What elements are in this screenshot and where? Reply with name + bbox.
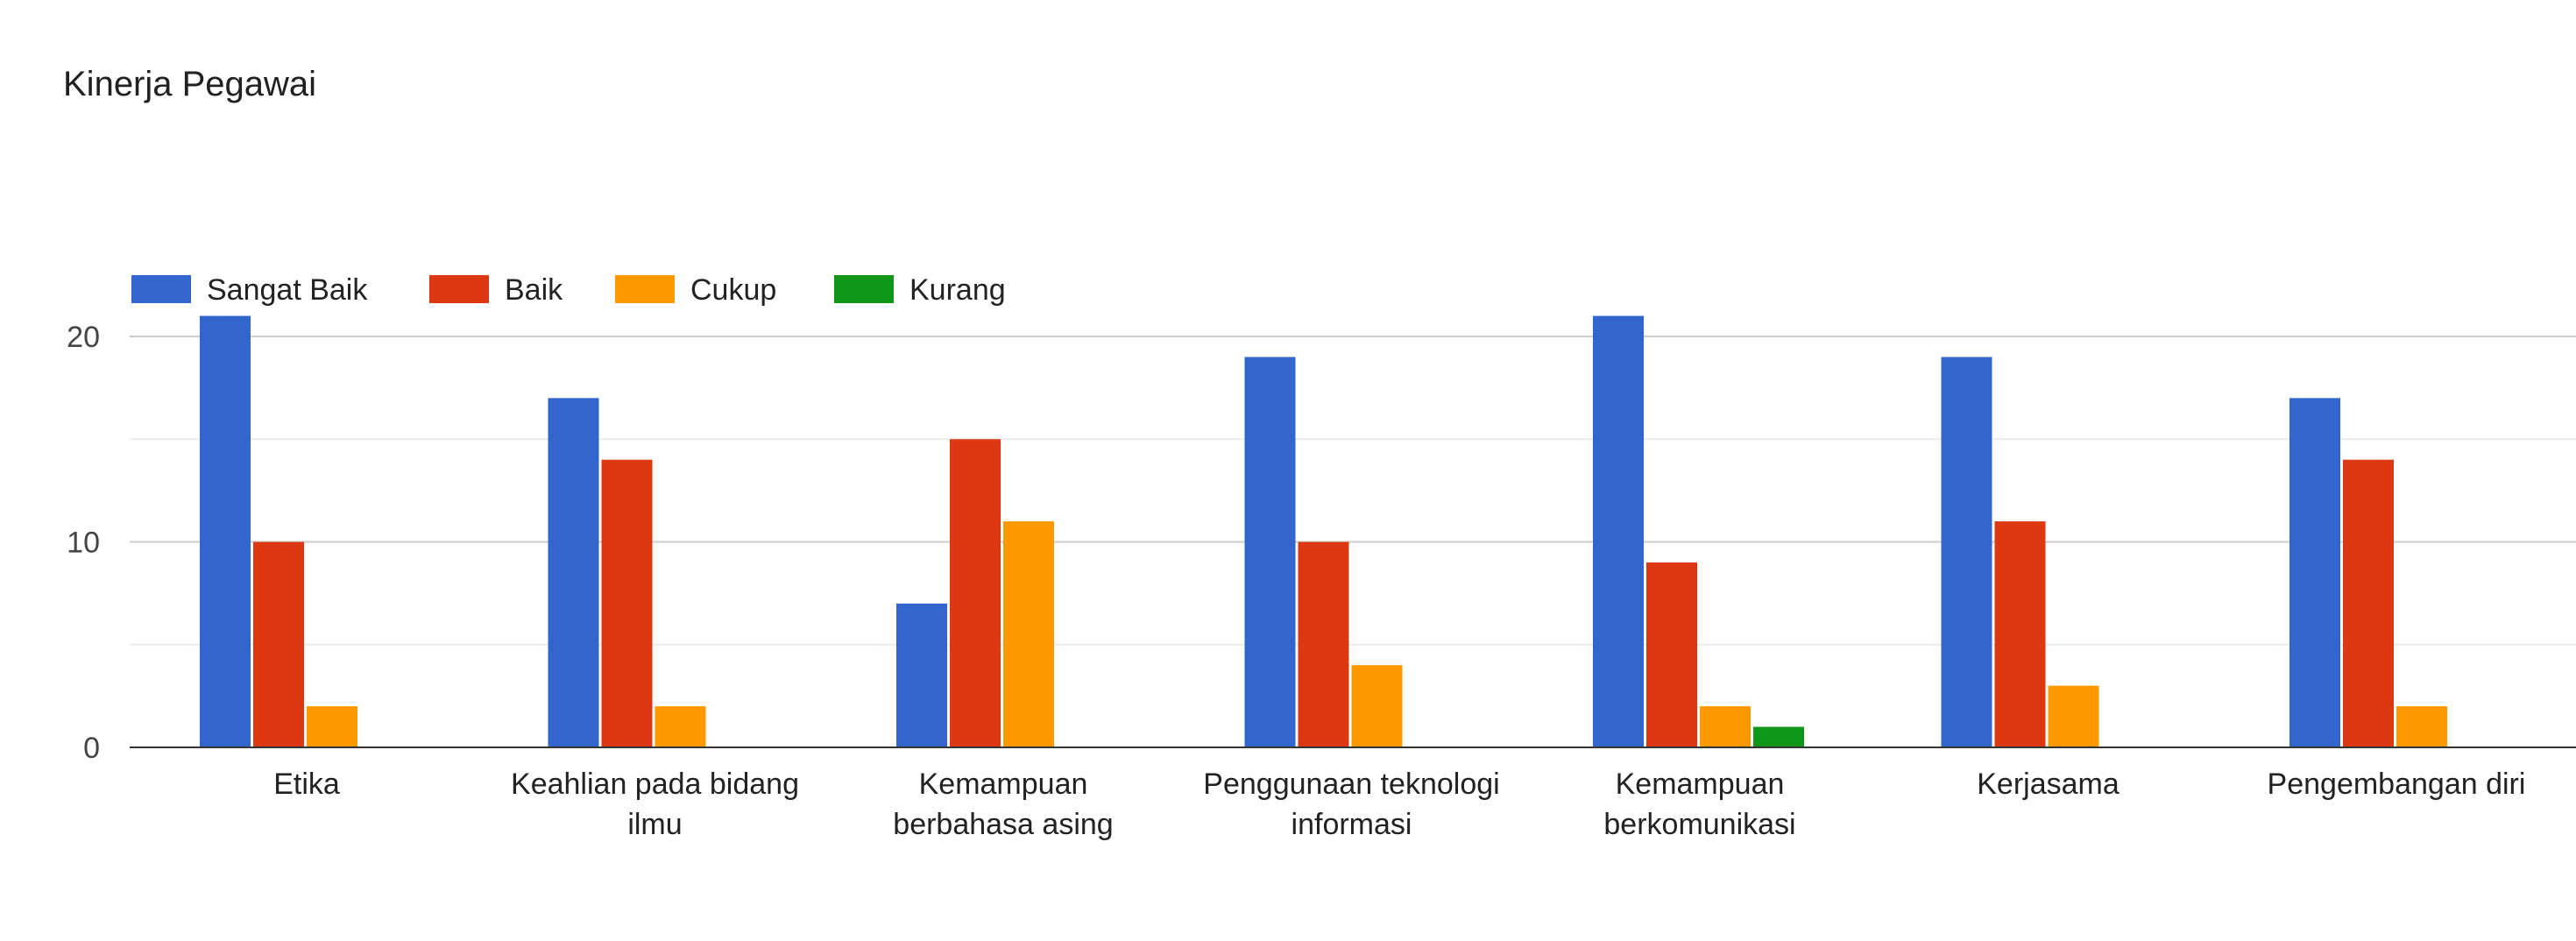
bar-baik bbox=[1298, 541, 1349, 747]
legend-swatch bbox=[834, 275, 894, 303]
gridlines bbox=[130, 336, 2576, 646]
bar-cukup bbox=[1003, 521, 1054, 747]
legend-swatch bbox=[429, 275, 489, 303]
bar-cukup bbox=[1351, 665, 1403, 747]
axes: 0 10 20 Etika Keahlian pada bidang ilmu Kemamp… bbox=[67, 321, 2576, 841]
bar-cukup bbox=[2396, 706, 2447, 747]
bar-baik bbox=[253, 541, 304, 747]
bar-cukup bbox=[1700, 706, 1751, 747]
bar-sangat-baik bbox=[2289, 398, 2340, 747]
x-category-label: Penggunaan teknologi informasi bbox=[1203, 768, 1499, 841]
bar-sangat-baik bbox=[896, 603, 947, 747]
bars bbox=[200, 315, 2447, 747]
x-category-label: Pengembangan diri bbox=[2268, 768, 2526, 801]
x-category-label: Kemampuan berbahasa asing bbox=[893, 768, 1113, 841]
bar-cukup bbox=[2048, 685, 2099, 747]
bar-sangat-baik bbox=[548, 398, 599, 747]
bar-baik bbox=[2343, 459, 2394, 747]
legend-swatch bbox=[615, 275, 675, 303]
x-category-label: Kerjasama bbox=[1977, 768, 2120, 801]
y-tick-label: 10 bbox=[67, 527, 100, 560]
bar-baik bbox=[950, 439, 1001, 747]
y-tick-label: 0 bbox=[83, 732, 100, 765]
x-category-label: Keahlian pada bidang ilmu bbox=[511, 768, 799, 841]
bar-cukup bbox=[307, 706, 357, 747]
bar-baik bbox=[1994, 521, 2046, 747]
bar-cukup bbox=[655, 706, 706, 747]
bar-sangat-baik bbox=[200, 315, 251, 747]
y-tick-label: 20 bbox=[67, 321, 100, 354]
legend-swatch bbox=[131, 275, 191, 303]
x-category-label: Etika bbox=[273, 768, 340, 801]
legend-label: Sangat Baik bbox=[207, 273, 368, 307]
bar-sangat-baik bbox=[1593, 315, 1644, 747]
legend-label: Baik bbox=[505, 273, 563, 307]
bar-baik bbox=[1646, 562, 1697, 747]
legend: Sangat Baik Baik Cukup Kurang bbox=[131, 273, 1006, 307]
bar-baik bbox=[601, 459, 653, 747]
chart-title: Kinerja Pegawai bbox=[63, 65, 317, 103]
bar-sangat-baik bbox=[1941, 357, 1992, 747]
legend-label: Kurang bbox=[909, 273, 1006, 307]
legend-label: Cukup bbox=[690, 273, 776, 307]
bar-sangat-baik bbox=[1244, 357, 1296, 747]
bar-kurang bbox=[1753, 726, 1804, 747]
x-category-label: Kemampuan berkomunikasi bbox=[1603, 768, 1795, 841]
